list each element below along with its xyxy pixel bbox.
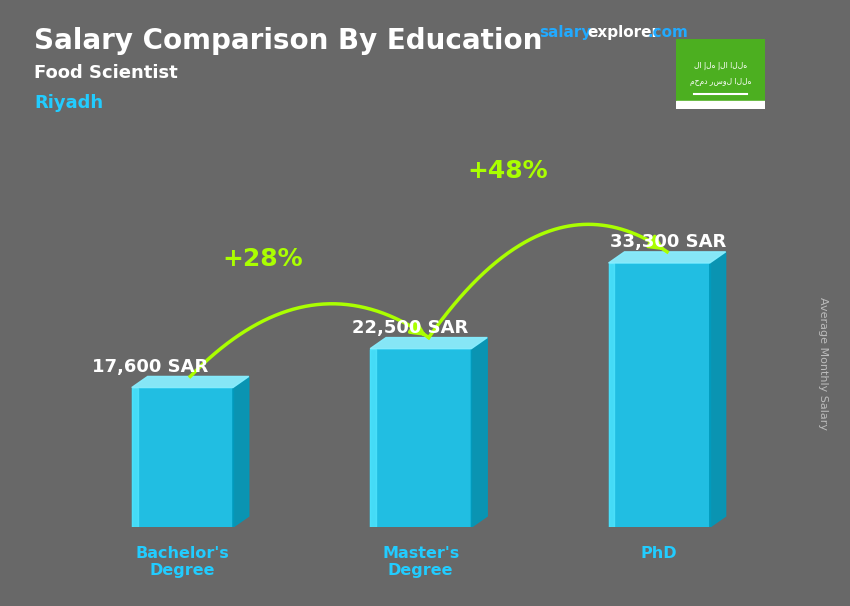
Text: salary: salary [540, 25, 592, 41]
Polygon shape [132, 376, 249, 388]
Text: Salary Comparison By Education: Salary Comparison By Education [34, 27, 542, 55]
Text: 22,500 SAR: 22,500 SAR [352, 319, 468, 337]
Text: Food Scientist: Food Scientist [34, 64, 178, 82]
Text: 33,300 SAR: 33,300 SAR [610, 233, 726, 251]
Polygon shape [710, 252, 726, 527]
Text: محمد رسول الله: محمد رسول الله [689, 77, 751, 85]
Text: .com: .com [648, 25, 689, 41]
Polygon shape [370, 338, 487, 348]
Text: +48%: +48% [468, 159, 548, 183]
Polygon shape [471, 338, 487, 527]
Polygon shape [132, 388, 138, 527]
Polygon shape [370, 348, 471, 527]
Text: explorer: explorer [587, 25, 660, 41]
Text: +28%: +28% [222, 247, 303, 271]
Polygon shape [609, 263, 615, 527]
Text: 17,600 SAR: 17,600 SAR [92, 358, 208, 376]
Polygon shape [370, 348, 376, 527]
Polygon shape [609, 263, 710, 527]
Text: Average Monthly Salary: Average Monthly Salary [818, 297, 828, 430]
Polygon shape [233, 376, 249, 527]
Text: لا إله إلا الله: لا إله إلا الله [694, 61, 747, 70]
Polygon shape [676, 101, 765, 109]
Polygon shape [609, 252, 726, 263]
Text: Riyadh: Riyadh [34, 94, 103, 112]
Polygon shape [132, 388, 233, 527]
